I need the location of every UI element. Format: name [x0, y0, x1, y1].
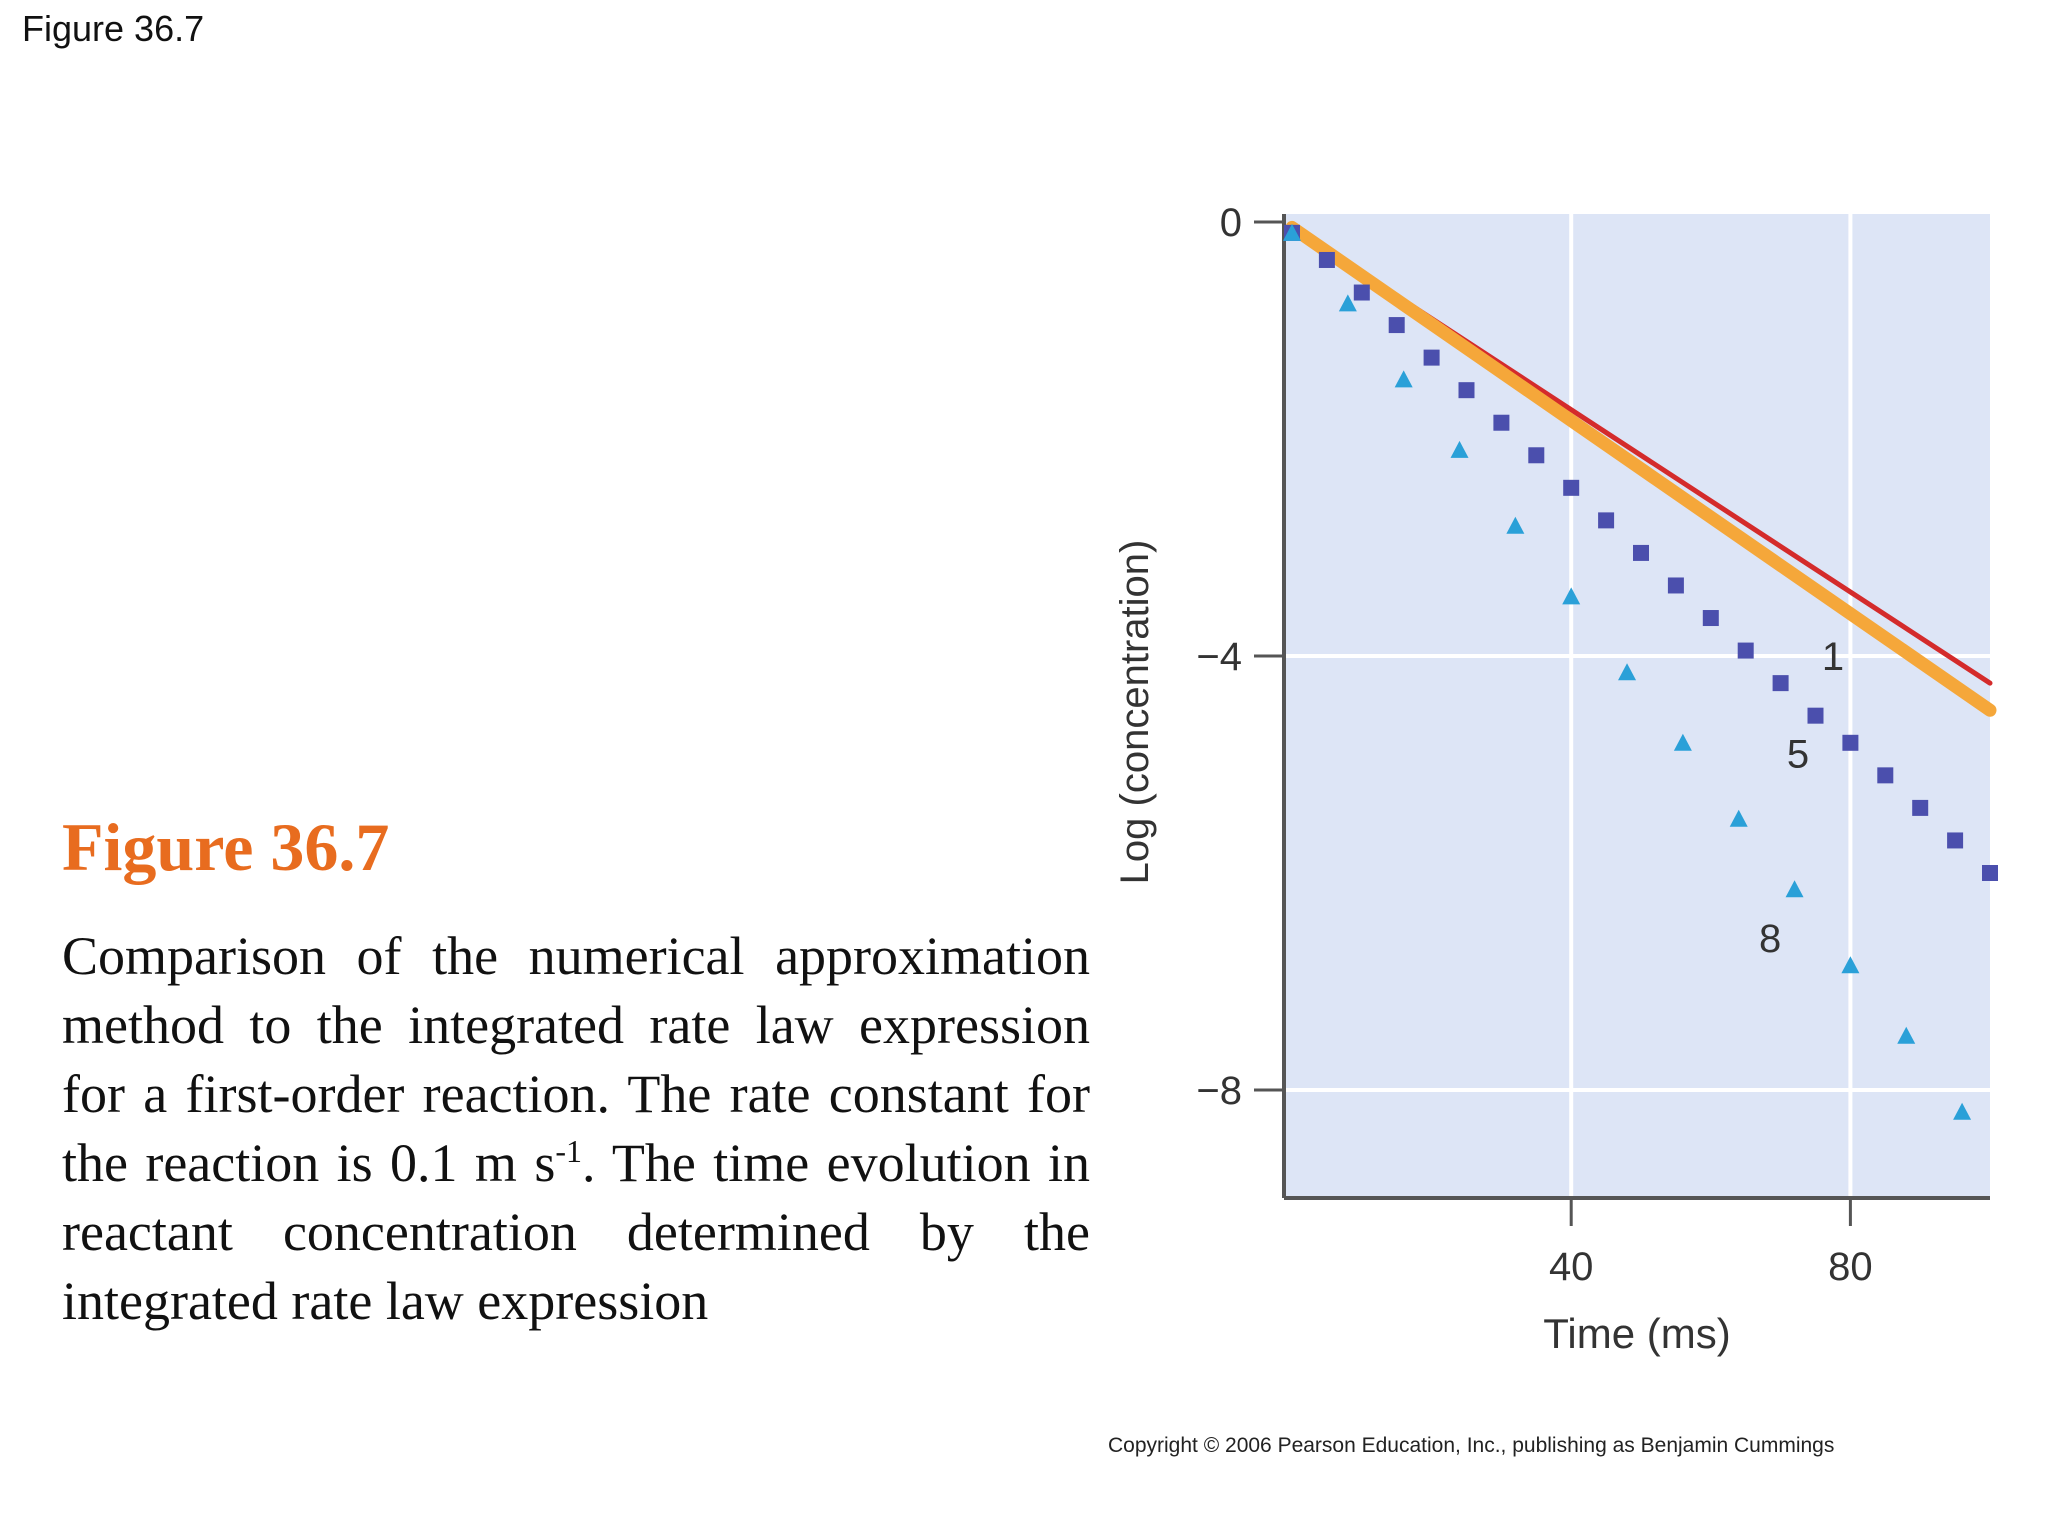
caption-body-superscript: -1	[555, 1133, 582, 1169]
series-annotation-1: 5	[1787, 733, 1809, 777]
series-annotation-0: 1	[1822, 635, 1844, 679]
square-point-3	[1388, 317, 1405, 334]
triangle-point-6	[1618, 663, 1637, 681]
caption-body: Comparison of the numerical approximatio…	[62, 922, 1090, 1336]
x-axis-label: Time (ms)	[1543, 1310, 1730, 1357]
triangle-point-12	[1953, 1102, 1972, 1120]
triangle-point-11	[1897, 1026, 1916, 1044]
y-tick-label-1: −4	[1196, 635, 1242, 679]
square-point-6	[1493, 414, 1510, 431]
triangle-point-2	[1394, 370, 1413, 388]
square-point-1	[1318, 251, 1335, 268]
x-tick-label-1: 80	[1828, 1245, 1873, 1289]
triangle-point-7	[1673, 733, 1692, 751]
triangle-point-4	[1506, 516, 1525, 534]
square-point-12	[1702, 610, 1719, 627]
square-point-9	[1598, 512, 1615, 529]
triangle-point-9	[1785, 880, 1804, 898]
y-axis-label: Log (concentration)	[1113, 540, 1157, 885]
square-point-17	[1877, 767, 1894, 784]
caption-body-text-1: Comparison of the numerical approximatio…	[62, 926, 1090, 1193]
square-point-7	[1528, 447, 1545, 464]
square-point-5	[1458, 382, 1475, 399]
square-point-20	[1982, 865, 1998, 881]
square-point-16	[1842, 734, 1859, 751]
triangle-point-0	[1283, 223, 1301, 241]
slide-label: Figure 36.7	[22, 8, 205, 49]
triangle-point-8	[1729, 809, 1748, 827]
square-point-4	[1423, 349, 1440, 366]
square-point-8	[1563, 479, 1580, 496]
square-point-18	[1912, 799, 1929, 816]
square-point-13	[1737, 642, 1754, 659]
y-tick-label-2: −8	[1196, 1069, 1242, 1113]
square-point-19	[1947, 832, 1964, 849]
square-point-10	[1633, 544, 1649, 561]
square-point-14	[1772, 675, 1789, 692]
square-point-2	[1353, 284, 1370, 301]
series-annotation-2: 8	[1759, 917, 1781, 961]
triangle-point-10	[1841, 956, 1860, 974]
approximation-line	[1285, 220, 1997, 717]
triangle-point-5	[1562, 587, 1581, 605]
x-tick-label-0: 40	[1549, 1245, 1594, 1289]
caption-body-text-2: . The time evolution in reactant concent…	[62, 1133, 1090, 1331]
copyright-notice: Copyright © 2006 Pearson Education, Inc.…	[1108, 1434, 1835, 1457]
plot-background	[1284, 214, 1990, 1198]
caption-title: Figure 36.7	[62, 809, 390, 885]
y-tick-label-0: 0	[1220, 201, 1242, 245]
square-point-11	[1667, 577, 1684, 594]
triangle-point-3	[1450, 440, 1469, 458]
square-point-15	[1807, 707, 1824, 724]
triangle-point-1	[1338, 294, 1357, 312]
